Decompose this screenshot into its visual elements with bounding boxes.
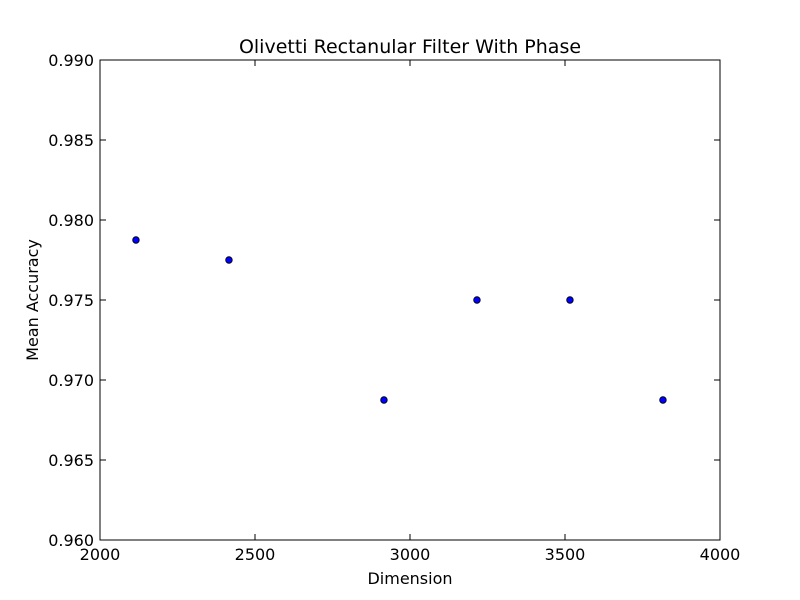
plot-frame [99, 59, 721, 541]
y-tick-label: 0.985 [48, 131, 94, 150]
data-point [659, 396, 667, 404]
data-point [473, 296, 481, 304]
y-axis-label: Mean Accuracy [23, 239, 42, 361]
chart-title: Olivetti Rectanular Filter With Phase [239, 36, 581, 58]
x-axis-label: Dimension [367, 569, 452, 588]
y-tick-label: 0.970 [48, 371, 94, 390]
data-point [566, 296, 574, 304]
x-tick-label: 2000 [80, 545, 121, 564]
data-point [132, 236, 140, 244]
y-tick-label: 0.990 [48, 51, 94, 70]
y-tick-label: 0.960 [48, 531, 94, 550]
y-tick-label: 0.965 [48, 451, 94, 470]
data-point [380, 396, 388, 404]
x-tick-label: 3000 [390, 545, 431, 564]
y-tick-label: 0.980 [48, 211, 94, 230]
x-tick-label: 2500 [235, 545, 276, 564]
data-point [225, 256, 233, 264]
x-tick-label: 3500 [545, 545, 586, 564]
x-tick-label: 4000 [700, 545, 741, 564]
plot-area [100, 60, 720, 540]
y-tick-label: 0.975 [48, 291, 94, 310]
